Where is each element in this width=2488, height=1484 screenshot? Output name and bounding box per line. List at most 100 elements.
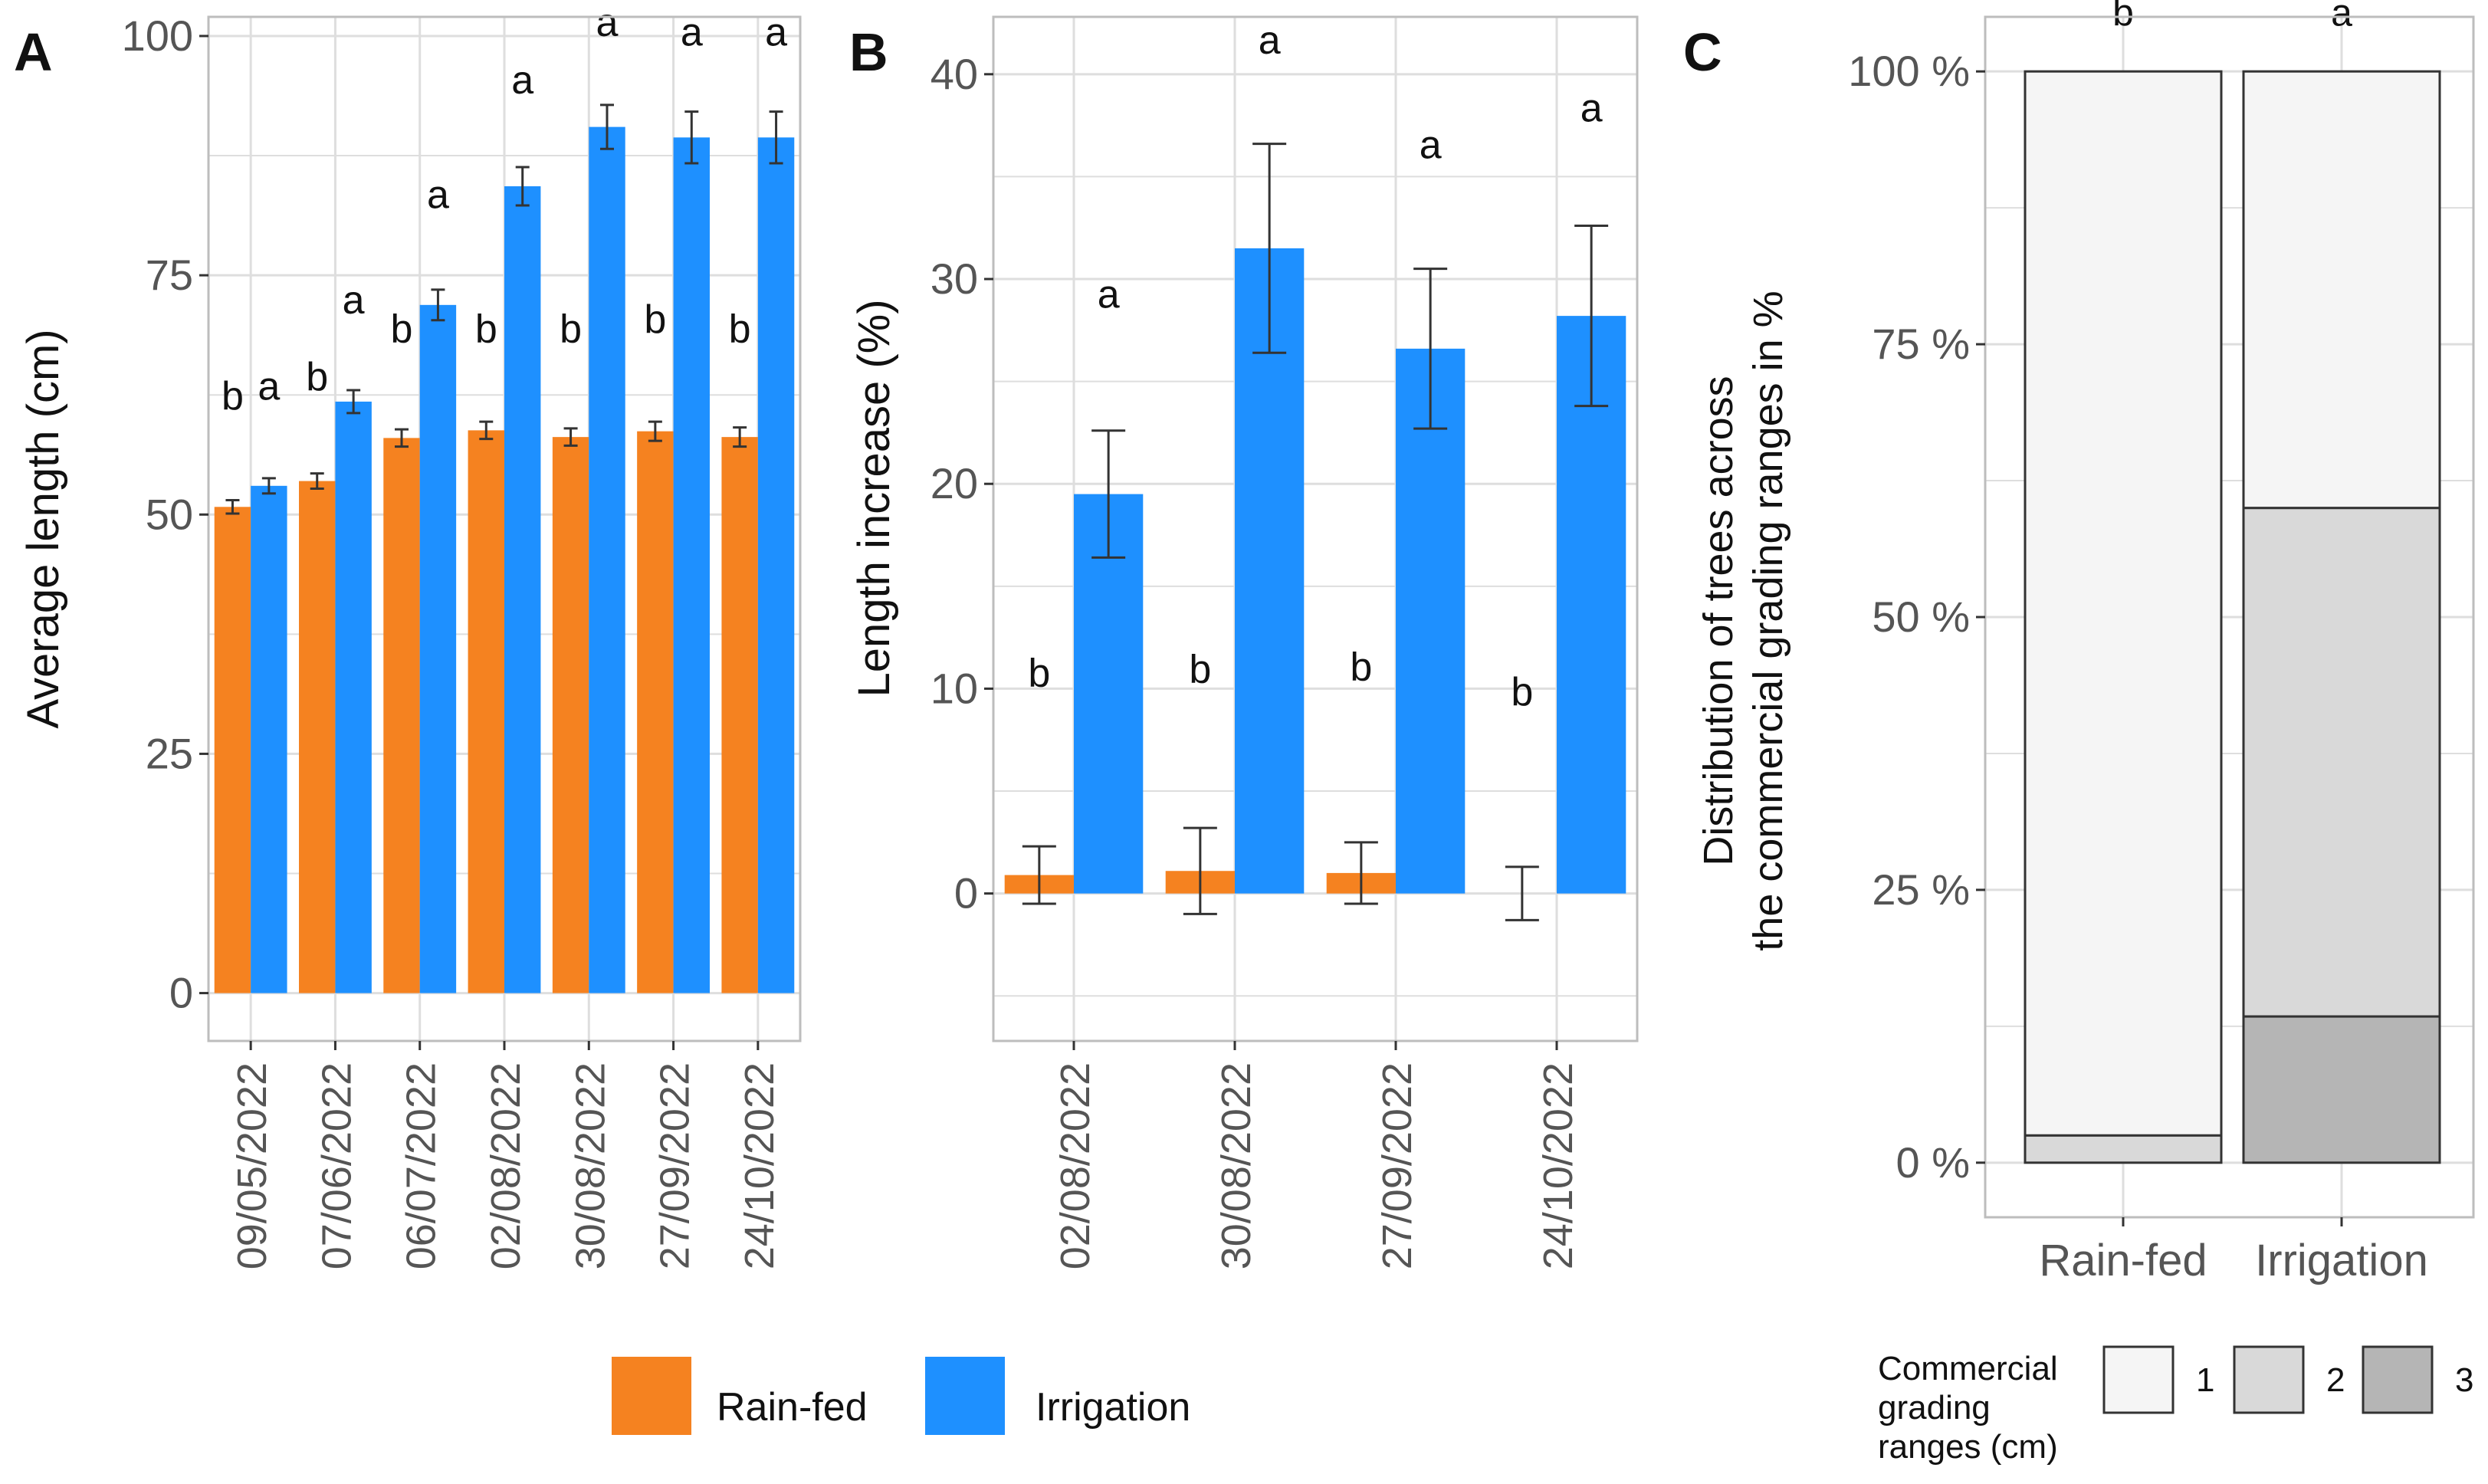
error-bar-rainfed-30/08/2022 (563, 427, 578, 447)
grading-legend-swatch-2 (2233, 1345, 2305, 1414)
panel-c-y-axis-label-line1: Distribution of trees across (1695, 376, 1741, 865)
y-tick-label: 0 (954, 869, 978, 918)
y-tick-label: 25 (146, 729, 193, 777)
legend-swatch-rainfed (612, 1357, 691, 1435)
y-tick-label: 100 % (1848, 47, 1970, 95)
error-bar-rainfed-27/09/2022 (648, 420, 662, 442)
bar-rainfed-30/08/2022 (552, 437, 589, 993)
panel-b-border (992, 15, 1639, 1042)
bar-irrigation-30/08/2022 (589, 126, 625, 993)
y-tick-label: 75 % (1872, 320, 1970, 368)
x-tick-label: 06/07/2022 (399, 1062, 445, 1269)
error-bar-irrigation-09/05/2022 (261, 477, 276, 495)
x-tick-label: Irrigation (2255, 1236, 2428, 1285)
bar-rainfed-24/10/2022 (721, 437, 758, 993)
treatment-legend: Rain-fed Irrigation (612, 1357, 1190, 1435)
panel-b-y-axis-label: Length increase (%) (849, 299, 899, 697)
bar-rainfed-06/07/2022 (383, 438, 420, 993)
panel-label-c: C (1683, 22, 1722, 82)
y-tick-label: 0 % (1896, 1138, 1971, 1187)
x-tick-label: 27/09/2022 (1374, 1062, 1420, 1269)
x-tick-label: 07/06/2022 (313, 1062, 359, 1269)
legend-label-rainfed: Rain-fed (717, 1385, 868, 1430)
significance-letter-irrigation: a (1420, 123, 1442, 167)
significance-letter-rainfed: b (1511, 670, 1533, 714)
y-tick-label: 50 (146, 490, 193, 538)
x-tick-label: 27/09/2022 (652, 1062, 698, 1269)
significance-letter-irrigation: a (1580, 86, 1603, 130)
bar-irrigation-02/08/2022 (1074, 494, 1144, 894)
error-bar-irrigation-24/10/2022 (1574, 225, 1609, 408)
bar-rainfed-27/09/2022 (637, 431, 674, 993)
panel-b-chart: b b b b a a a a 0 10 20 30 40 02/08/2022 30/08/2022 2… (849, 15, 1639, 1269)
y-tick-label: 75 (146, 251, 193, 299)
bar-irrigation-27/09/2022 (673, 137, 710, 993)
significance-letter-rainfed: b (644, 297, 666, 342)
grading-legend-swatch-1 (2102, 1345, 2175, 1414)
error-bar-rainfed-06/07/2022 (395, 428, 409, 448)
x-tick-label: 30/08/2022 (567, 1062, 613, 1269)
error-bar-rainfed-07/06/2022 (310, 472, 324, 491)
error-bar-rainfed-09/05/2022 (225, 499, 240, 515)
stacked-bar-Irrigation-grade-1 (2242, 70, 2441, 510)
bar-rainfed-09/05/2022 (214, 507, 251, 993)
y-tick-label: 25 % (1872, 865, 1970, 914)
significance-letter-rainfed: b (729, 307, 751, 352)
bar-irrigation-02/08/2022 (504, 186, 541, 993)
x-tick-label: 24/10/2022 (1535, 1062, 1581, 1269)
significance-letter-irrigation: a (511, 58, 533, 103)
legend-swatch-irrigation (925, 1357, 1005, 1435)
error-bar-irrigation-06/07/2022 (431, 288, 445, 322)
significance-letter-irrigation: a (427, 173, 449, 218)
bar-rainfed-02/08/2022 (468, 430, 504, 993)
significance-letter-rainfed: b (1350, 645, 1372, 690)
x-tick-label: 02/08/2022 (1052, 1062, 1098, 1269)
stacked-bar-Irrigation-grade-3 (2242, 1015, 2441, 1164)
legend-label-irrigation: Irrigation (1036, 1385, 1190, 1430)
grading-legend-title-line: Commercial (1878, 1350, 2058, 1387)
stacked-bar-Irrigation-grade-2 (2242, 507, 2441, 1018)
grading-legend-swatch-3 (2362, 1345, 2434, 1414)
significance-letter-rainfed: b (391, 307, 413, 352)
grading-legend-title-line: ranges (cm) (1878, 1428, 2058, 1466)
significance-letter-rainfed: b (1028, 652, 1050, 696)
panel-label-b: B (849, 22, 888, 82)
x-tick-label: 30/08/2022 (1213, 1062, 1259, 1269)
grading-legend-label-1: 1 (2196, 1361, 2214, 1399)
error-bar-irrigation-24/10/2022 (769, 110, 783, 165)
bar-irrigation-06/07/2022 (419, 304, 457, 993)
significance-letter-irrigation: a (258, 364, 280, 409)
y-tick-label: 50 % (1872, 593, 1970, 641)
error-bar-rainfed-24/10/2022 (1505, 865, 1539, 921)
grading-legend-label-3: 3 (2455, 1361, 2473, 1399)
y-tick-label: 40 (931, 50, 978, 98)
significance-letter-rainfed: b (222, 374, 244, 419)
bar-irrigation-27/09/2022 (1396, 348, 1466, 894)
bar-irrigation-30/08/2022 (1235, 248, 1305, 894)
error-bar-irrigation-02/08/2022 (515, 166, 530, 207)
grading-legend-label-2: 2 (2326, 1361, 2345, 1399)
stacked-bar-Rain-fed-grade-2 (2024, 1134, 2223, 1164)
significance-letter-irrigation: a (343, 278, 365, 323)
bar-irrigation-09/05/2022 (251, 485, 287, 993)
significance-letter-irrigation: a (1098, 272, 1120, 317)
stacked-bar-Rain-fed-grade-1 (2024, 70, 2223, 1137)
y-tick-label: 10 (931, 664, 978, 712)
panel-label-a: A (14, 22, 53, 82)
grading-legend-title-line: grading (1878, 1389, 1991, 1427)
error-bar-irrigation-30/08/2022 (1252, 143, 1287, 354)
panel-c-y-axis-label-line2: the commercial grading ranges in % (1745, 291, 1791, 950)
x-tick-label: Rain-fed (2039, 1236, 2207, 1285)
significance-letter-irrigation: a (596, 1, 619, 45)
significance-letter-rainfed: b (1189, 647, 1211, 691)
panel-a-y-axis-label: Average length (cm) (18, 329, 68, 728)
bar-irrigation-24/10/2022 (757, 137, 795, 993)
y-tick-label: 30 (931, 254, 978, 303)
error-bar-irrigation-27/09/2022 (1413, 268, 1448, 430)
bar-irrigation-24/10/2022 (1557, 316, 1626, 894)
y-tick-label: 20 (931, 459, 978, 507)
significance-letter-rainfed: b (306, 355, 328, 399)
